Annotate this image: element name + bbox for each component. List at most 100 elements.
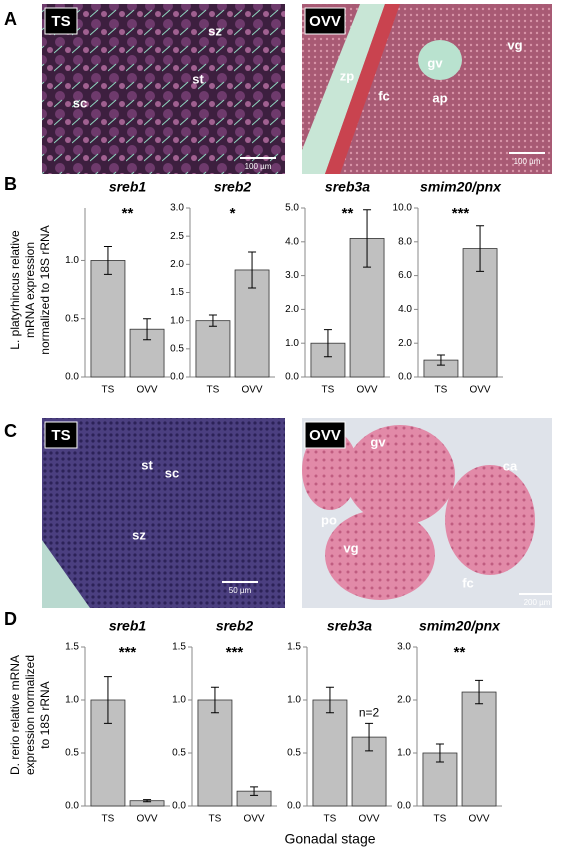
- x-axis-label: Gonadal stage: [284, 831, 375, 847]
- x-tick-label: OVV: [241, 385, 262, 396]
- image-label: fc: [462, 575, 474, 590]
- tag-box: [44, 421, 78, 449]
- y-tick-label: 8.0: [398, 236, 412, 247]
- chart-title: smim20/pnx: [419, 618, 501, 634]
- x-tick-label: TS: [322, 385, 335, 396]
- x-tick-label: OVV: [358, 814, 379, 825]
- error-bar: [363, 209, 372, 268]
- y-tick-label: 0.5: [65, 313, 79, 324]
- y-tick-label: 0.0: [172, 801, 186, 812]
- error-bar: [325, 686, 334, 714]
- error-bar: [323, 329, 332, 358]
- error-bar: [103, 676, 112, 724]
- image-tag: TS: [51, 13, 70, 30]
- y-tick-label: 0.5: [287, 748, 301, 759]
- significance: **: [122, 205, 134, 222]
- panel-letter: B: [4, 174, 17, 194]
- error-bar: [435, 743, 444, 763]
- error-bar: [250, 786, 259, 796]
- panel-letter: A: [4, 9, 17, 29]
- image-label: gv: [370, 434, 386, 449]
- y-axis-label: expression normalized: [23, 655, 37, 775]
- bar-label: n=2: [359, 705, 380, 719]
- error-bar: [475, 679, 484, 705]
- image-tag: OVV: [309, 427, 341, 444]
- scale-label: 50 µm: [229, 586, 252, 595]
- error-bar: [143, 318, 152, 341]
- y-tick-label: 2.0: [285, 304, 299, 315]
- error-bar: [210, 686, 219, 714]
- x-tick-label: OVV: [356, 385, 377, 396]
- y-tick-label: 0.5: [172, 748, 186, 759]
- scale-label: 200 µm: [524, 598, 551, 607]
- error-bar: [208, 314, 217, 327]
- y-tick-label: 0.0: [65, 372, 79, 383]
- image-label: sc: [165, 465, 179, 480]
- y-tick-label: 1.0: [65, 695, 79, 706]
- significance: *: [230, 205, 236, 222]
- x-tick-label: TS: [207, 385, 220, 396]
- x-tick-label: TS: [435, 385, 448, 396]
- significance: **: [342, 205, 354, 222]
- panel-letter: D: [4, 609, 17, 629]
- y-tick-label: 0.0: [397, 801, 411, 812]
- image-label: po: [321, 512, 337, 527]
- x-tick-label: TS: [102, 385, 115, 396]
- y-tick-label: 4.0: [398, 304, 412, 315]
- significance: ***: [452, 205, 470, 222]
- y-tick-label: 1.5: [287, 642, 301, 653]
- y-tick-label: 1.0: [287, 695, 301, 706]
- y-tick-label: 1.5: [172, 642, 186, 653]
- image-label: st: [192, 71, 204, 86]
- image-tag: OVV: [309, 13, 341, 30]
- y-tick-label: 0.0: [287, 801, 301, 812]
- micrograph-detail: [302, 430, 358, 510]
- tag-box: [44, 7, 78, 35]
- image-label: sz: [132, 527, 146, 542]
- error-bar: [476, 225, 485, 272]
- significance: ***: [119, 644, 137, 661]
- image-tag: TS: [51, 427, 70, 444]
- x-tick-label: OVV: [468, 814, 489, 825]
- micrographs: [42, 4, 552, 608]
- y-tick-label: 0.5: [170, 343, 184, 354]
- x-tick-label: TS: [209, 814, 222, 825]
- x-tick-label: OVV: [469, 385, 490, 396]
- y-tick-label: 2.0: [170, 259, 184, 270]
- x-tick-label: OVV: [136, 385, 157, 396]
- x-tick-label: OVV: [136, 814, 157, 825]
- chart-title: sreb1: [109, 179, 147, 195]
- image-label: sc: [73, 95, 87, 110]
- error-bar: [436, 354, 445, 366]
- panel-letter: C: [4, 421, 17, 441]
- image-label: vg: [507, 37, 522, 52]
- y-tick-label: 3.0: [285, 270, 299, 281]
- bar: [312, 699, 348, 807]
- y-tick-label: 4.0: [285, 236, 299, 247]
- bar: [195, 320, 231, 378]
- y-axis-label: L. platyrhincus relative: [8, 230, 22, 350]
- y-tick-label: 0.0: [398, 372, 412, 383]
- y-tick-label: 1.0: [285, 338, 299, 349]
- micrograph: [42, 4, 285, 174]
- y-tick-label: 0.5: [65, 748, 79, 759]
- bar: [90, 260, 126, 378]
- y-tick-label: 5.0: [285, 203, 299, 214]
- chart-title: smim20/pnx: [420, 179, 502, 195]
- micrograph: [42, 418, 285, 608]
- micrograph-detail: [325, 510, 435, 600]
- y-axis-label: normalized to 18S rRNA: [38, 225, 52, 354]
- y-tick-label: 1.0: [397, 748, 411, 759]
- error-bar: [365, 722, 374, 752]
- chart-title: sreb2: [214, 179, 252, 195]
- micrograph-detail: [418, 40, 462, 80]
- chart-title: sreb2: [216, 618, 254, 634]
- micrograph-detail: [42, 540, 90, 608]
- image-label: st: [141, 457, 153, 472]
- bar: [197, 699, 233, 807]
- y-tick-label: 1.0: [65, 255, 79, 266]
- chart-title: sreb1: [109, 618, 147, 634]
- image-label: ap: [432, 90, 447, 105]
- x-tick-label: TS: [324, 814, 337, 825]
